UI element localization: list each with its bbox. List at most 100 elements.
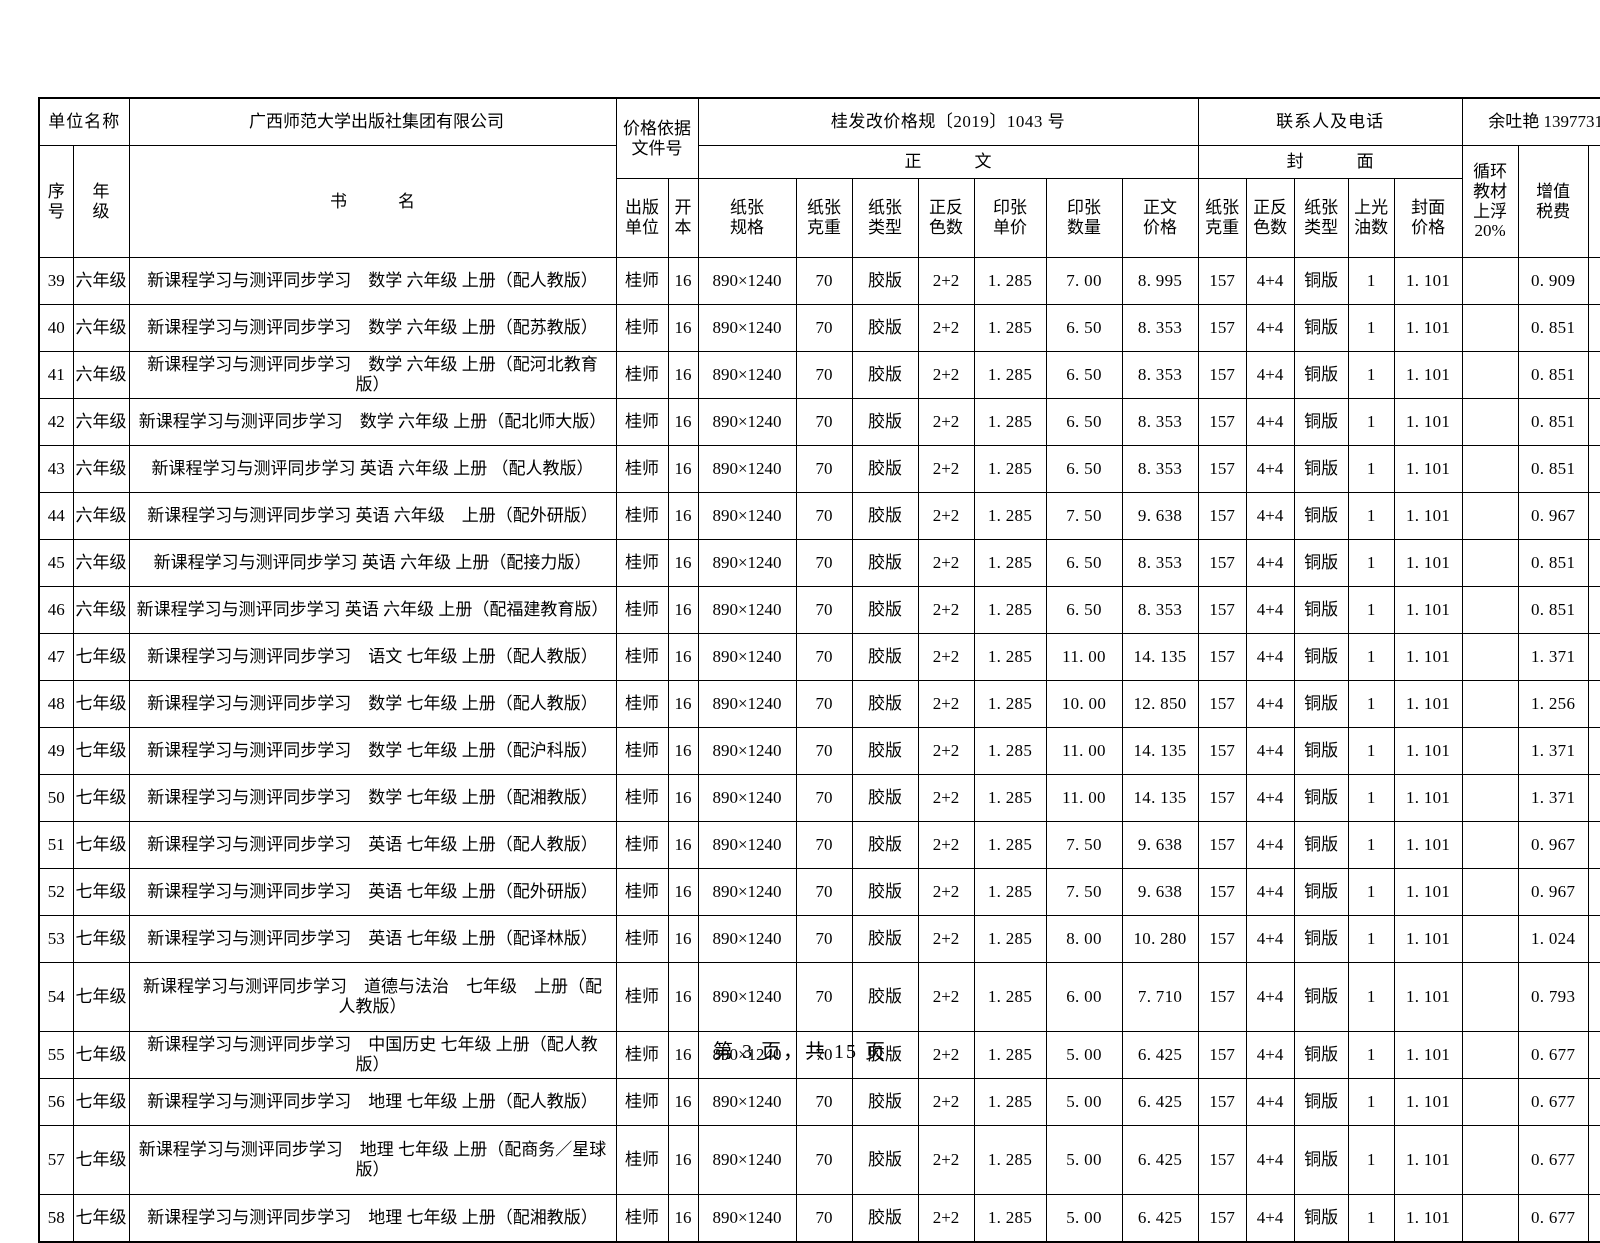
cell-recycle xyxy=(1461,1194,1519,1243)
cell-cover-colors: 4+4 xyxy=(1245,351,1295,399)
table-row: 41 六年级 新课程学习与测评同步学习 数学 六年级 上册（配河北教育版） 桂师 16 8… xyxy=(38,351,1600,399)
cell-varnish: 1 xyxy=(1347,727,1395,775)
cell-varnish: 1 xyxy=(1347,821,1395,869)
cell-format: 16 xyxy=(667,539,699,587)
cell-cover-colors: 4+4 xyxy=(1245,1125,1295,1195)
cell-text-price: 10. 280 xyxy=(1121,915,1199,963)
cell-sheet-count: 6. 50 xyxy=(1045,351,1123,399)
table-row: 48 七年级 新课程学习与测评同步学习 数学 七年级 上册（配人教版） 桂师 16 890… xyxy=(38,680,1600,728)
cell-seq: 48 xyxy=(38,680,74,728)
cell-varnish: 1 xyxy=(1347,774,1395,822)
cell-recycle xyxy=(1461,680,1519,728)
cell-grade: 七年级 xyxy=(72,962,130,1032)
cell-cover-price: 1. 101 xyxy=(1393,774,1463,822)
table-row: 47 七年级 新课程学习与测评同步学习 语文 七年级 上册（配人教版） 桂师 16 890… xyxy=(38,633,1600,681)
cell-paper-gsm: 70 xyxy=(795,680,853,728)
cell-varnish: 1 xyxy=(1347,962,1395,1032)
cell-varnish: 1 xyxy=(1347,1078,1395,1126)
sheet-count-line2: 数量 xyxy=(1067,218,1101,237)
cell-cover-price: 1. 101 xyxy=(1393,1078,1463,1126)
cell-cover-price: 1. 101 xyxy=(1393,445,1463,493)
cell-paper-type: 胶版 xyxy=(851,774,919,822)
cell-format: 16 xyxy=(667,774,699,822)
cell-cover-type: 铜版 xyxy=(1293,774,1349,822)
cell-cover-gsm: 157 xyxy=(1197,680,1247,728)
cell-sheet-price: 1. 285 xyxy=(973,774,1047,822)
cell-varnish: 1 xyxy=(1347,1125,1395,1195)
cell-grade: 七年级 xyxy=(72,1078,130,1126)
cell-paper-type: 胶版 xyxy=(851,492,919,540)
table-row: 40 六年级 新课程学习与测评同步学习 数学 六年级 上册（配苏教版） 桂师 16 890… xyxy=(38,304,1600,352)
cell-retail: 11. 70 xyxy=(1587,821,1600,869)
cell-vat: 0. 967 xyxy=(1517,868,1589,916)
cell-cover-type: 铜版 xyxy=(1293,304,1349,352)
cell-vat: 0. 677 xyxy=(1517,1078,1589,1126)
cell-sheet-count: 6. 00 xyxy=(1045,962,1123,1032)
cell-paper-spec: 890×1240 xyxy=(697,492,797,540)
cell-cover-type: 铜版 xyxy=(1293,633,1349,681)
cell-cover-gsm: 157 xyxy=(1197,1194,1247,1243)
cell-colors: 2+2 xyxy=(917,586,975,634)
cell-seq: 41 xyxy=(38,351,74,399)
cell-text-price: 9. 638 xyxy=(1121,868,1199,916)
cell-cover-type: 铜版 xyxy=(1293,821,1349,869)
cell-recycle xyxy=(1461,1125,1519,1195)
paper-type-line1: 纸张 xyxy=(868,198,902,218)
cell-publisher: 桂师 xyxy=(615,680,669,728)
cell-sheet-count: 5. 00 xyxy=(1045,1194,1123,1243)
cell-title: 新课程学习与测评同步学习 英语 六年级 上册（配外研版） xyxy=(128,492,617,540)
cell-text-price: 8. 353 xyxy=(1121,445,1199,493)
cell-retail: 11. 70 xyxy=(1587,492,1600,540)
table-row: 39 六年级 新课程学习与测评同步学习 数学 六年级 上册（配人教版） 桂师 16 890… xyxy=(38,257,1600,305)
cell-sheet-price: 1. 285 xyxy=(973,680,1047,728)
cell-format: 16 xyxy=(667,633,699,681)
cell-seq: 53 xyxy=(38,915,74,963)
cell-text-price: 6. 425 xyxy=(1121,1031,1199,1079)
table-row: 55 七年级 新课程学习与测评同步学习 中国历史 七年级 上册（配人教版） 桂师 16 8… xyxy=(38,1031,1600,1079)
cell-paper-spec: 890×1240 xyxy=(697,680,797,728)
contact-label: 联系人及电话 xyxy=(1197,97,1463,146)
cell-title: 新课程学习与测评同步学习 数学 七年级 上册（配沪科版） xyxy=(128,727,617,775)
cell-title: 新课程学习与测评同步学习 英语 七年级 上册（配译林版） xyxy=(128,915,617,963)
cover-price-line1: 封面 xyxy=(1411,198,1446,218)
cell-grade: 七年级 xyxy=(72,915,130,963)
cell-paper-gsm: 70 xyxy=(795,821,853,869)
table-body: 39 六年级 新课程学习与测评同步学习 数学 六年级 上册（配人教版） 桂师 16 890… xyxy=(38,257,1600,1243)
cell-cover-type: 铜版 xyxy=(1293,962,1349,1032)
cell-paper-spec: 890×1240 xyxy=(697,1031,797,1079)
cell-title: 新课程学习与测评同步学习 数学 六年级 上册（配河北教育版） xyxy=(128,351,617,399)
cell-recycle xyxy=(1461,351,1519,399)
cell-colors: 2+2 xyxy=(917,351,975,399)
unit-name-label: 单位名称 xyxy=(38,97,130,146)
cell-paper-type: 胶版 xyxy=(851,727,919,775)
cell-retail: 16. 60 xyxy=(1587,727,1600,775)
cell-vat: 0. 851 xyxy=(1517,398,1589,446)
cell-grade: 七年级 xyxy=(72,774,130,822)
cell-varnish: 1 xyxy=(1347,257,1395,305)
cell-colors: 2+2 xyxy=(917,633,975,681)
cell-colors: 2+2 xyxy=(917,821,975,869)
table-row: 42 六年级 新课程学习与测评同步学习 数学 六年级 上册（配北师大版） 桂师 16 89… xyxy=(38,398,1600,446)
cell-paper-spec: 890×1240 xyxy=(697,304,797,352)
cell-grade: 七年级 xyxy=(72,821,130,869)
paper-gsm-line2: 克重 xyxy=(807,218,841,237)
cell-format: 16 xyxy=(667,492,699,540)
cell-format: 16 xyxy=(667,1078,699,1126)
cell-colors: 2+2 xyxy=(917,727,975,775)
cell-cover-colors: 4+4 xyxy=(1245,868,1295,916)
header-columns-row: 出版 单位 开 本 纸张 规格 纸张 克重 纸张 类型 xyxy=(39,178,1600,258)
cell-sheet-count: 5. 00 xyxy=(1045,1031,1123,1079)
cell-sheet-count: 7. 50 xyxy=(1045,821,1123,869)
cell-publisher: 桂师 xyxy=(615,633,669,681)
cell-seq: 58 xyxy=(38,1194,74,1243)
group-header-cover: 封 面 xyxy=(1197,145,1463,179)
cell-paper-type: 胶版 xyxy=(851,398,919,446)
column-publisher-header: 出版 单位 xyxy=(615,178,669,258)
doc-no-label-line2: 文件号 xyxy=(631,138,683,158)
cell-cover-price: 1. 101 xyxy=(1393,868,1463,916)
cell-cover-price: 1. 101 xyxy=(1393,304,1463,352)
cell-text-price: 14. 135 xyxy=(1121,727,1199,775)
cell-format: 16 xyxy=(667,962,699,1032)
cell-colors: 2+2 xyxy=(917,1194,975,1243)
cell-sheet-price: 1. 285 xyxy=(973,727,1047,775)
